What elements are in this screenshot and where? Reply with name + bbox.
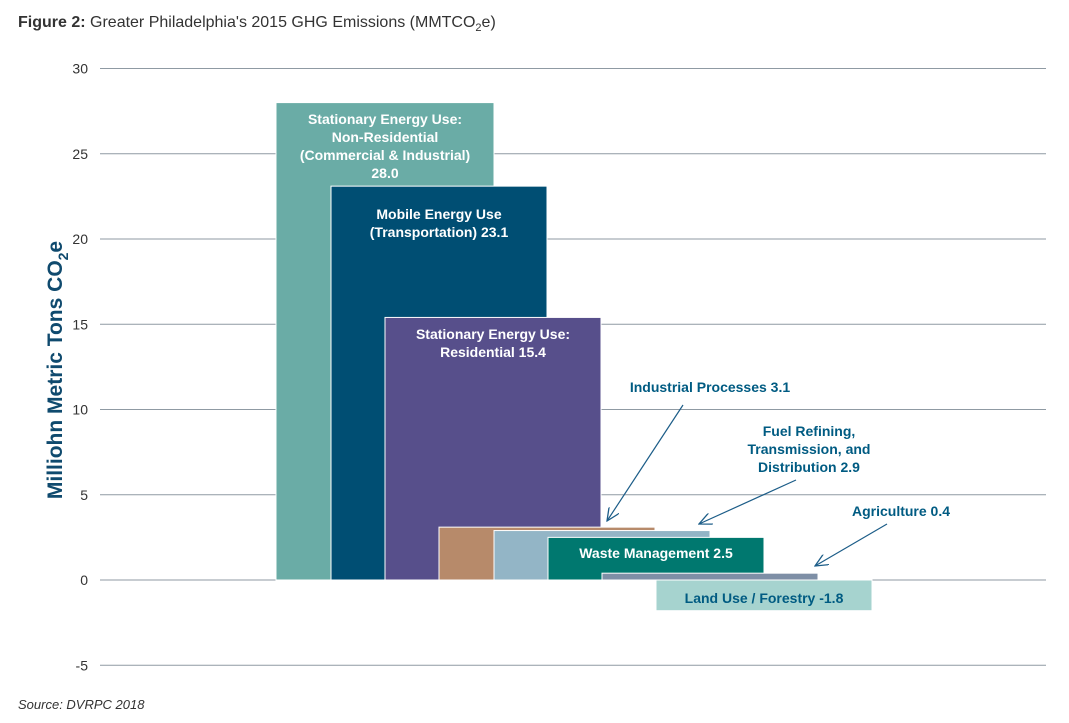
- y-tick-label: 15: [72, 316, 88, 332]
- bar-6: [601, 572, 819, 581]
- callout-arrows: [607, 404, 888, 566]
- bar-label-line: Industrial Processes 3.1: [630, 379, 791, 395]
- bar-labels: Stationary Energy Use: Non-Residential (Co…: [300, 111, 950, 606]
- callout-arrow-0: [607, 404, 684, 521]
- figure-title-suffix: e): [481, 14, 496, 31]
- bar-label-line: Stationary Energy Use:: [308, 111, 462, 127]
- callout-arrow-2: [815, 523, 888, 566]
- bar-label-line: Distribution 2.9: [758, 459, 860, 475]
- bar-label-4: Fuel Refining, Transmission, and Distribut…: [748, 423, 871, 475]
- bar-7: [655, 579, 873, 612]
- source-note: Source: DVRPC 2018: [18, 697, 145, 712]
- y-tick-label: 10: [72, 402, 88, 418]
- figure-title-text: Greater Philadelphia's 2015 GHG Emission…: [90, 14, 476, 31]
- bar-label-line: Transmission, and: [748, 441, 871, 457]
- y-tick-label: 30: [72, 61, 88, 77]
- bar-label-3: Industrial Processes 3.1: [630, 379, 791, 395]
- y-tick-label: 20: [72, 231, 88, 247]
- y-tick-label: 5: [80, 487, 88, 503]
- bar-label-2: Stationary Energy Use: Residential 15.4: [416, 326, 570, 360]
- y-axis-label-subscript: 2: [55, 252, 71, 260]
- bars: [275, 102, 873, 612]
- figure-title: Figure 2: Greater Philadelphia's 2015 GH…: [18, 14, 496, 34]
- bar-label-line: 28.0: [371, 165, 398, 181]
- bar-label-line: Fuel Refining,: [763, 423, 856, 439]
- bar-label-line: (Transportation) 23.1: [370, 224, 509, 240]
- y-tick-label: -5: [76, 657, 89, 673]
- bar-label-line: Mobile Energy Use: [376, 206, 501, 222]
- bar-label-0: Stationary Energy Use: Non-Residential (Co…: [300, 111, 470, 181]
- bar-label-1: Mobile Energy Use (Transportation) 23.1: [370, 206, 509, 240]
- bar-label-5: Waste Management 2.5: [579, 545, 733, 561]
- y-tick-label: 0: [80, 572, 88, 588]
- bar-label-line: (Commercial & Industrial): [300, 147, 470, 163]
- y-axis-label: Milliohn Metric Tons CO2e: [44, 241, 71, 499]
- bar-label-line: Agriculture 0.4: [852, 503, 950, 519]
- figure-title-subscript: 2: [475, 22, 482, 35]
- bar-label-line: Land Use / Forestry -1.8: [685, 590, 844, 606]
- y-axis-label-suffix: e: [44, 241, 67, 253]
- bar-label-6: Agriculture 0.4: [852, 503, 950, 519]
- callout-arrow-1: [699, 479, 797, 524]
- bar-label-line: Residential 15.4: [440, 344, 546, 360]
- bar-label-line: Waste Management 2.5: [579, 545, 733, 561]
- bar-label-line: Stationary Energy Use:: [416, 326, 570, 342]
- y-axis-label-text: Milliohn Metric Tons CO: [44, 260, 67, 499]
- bar-label-7: Land Use / Forestry -1.8: [685, 590, 844, 606]
- y-axis-ticks: 30 25 20 15 10 5 0 -5: [72, 61, 88, 674]
- figure-label: Figure 2:: [18, 14, 86, 31]
- y-tick-label: 25: [72, 146, 88, 162]
- bar-label-line: Non-Residential: [332, 129, 439, 145]
